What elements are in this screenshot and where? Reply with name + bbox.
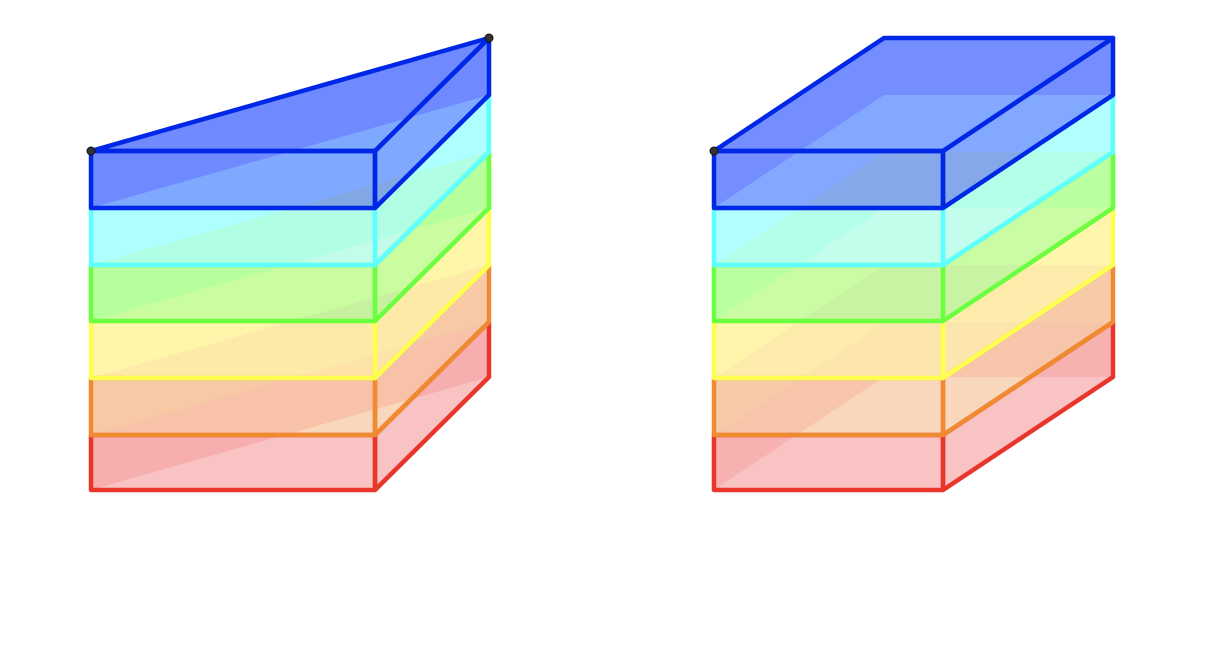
front-face xyxy=(711,432,946,493)
left-face xyxy=(714,95,884,265)
vertex-dot xyxy=(86,146,96,156)
vertex-dot xyxy=(709,146,719,156)
left-face xyxy=(714,322,884,490)
front-face xyxy=(88,148,378,211)
left-face xyxy=(714,152,884,321)
left-face xyxy=(714,208,884,378)
front-face xyxy=(711,148,946,211)
front-face xyxy=(88,262,378,324)
front-face xyxy=(711,205,946,268)
back-face xyxy=(884,95,1113,152)
left-face xyxy=(714,38,884,208)
front-face xyxy=(88,375,378,438)
wedge-stack xyxy=(86,33,494,493)
top-face xyxy=(711,35,1116,154)
front-face xyxy=(711,262,946,324)
vertex-dot xyxy=(484,33,494,43)
back-face xyxy=(884,38,1113,95)
hidden-face xyxy=(91,38,489,208)
front-face xyxy=(88,432,378,493)
left-face xyxy=(714,265,884,435)
front-face xyxy=(88,205,378,268)
front-face xyxy=(711,375,946,438)
front-face xyxy=(711,318,946,381)
front-face xyxy=(88,318,378,381)
top-face xyxy=(88,35,492,154)
box-stack xyxy=(709,35,1116,493)
